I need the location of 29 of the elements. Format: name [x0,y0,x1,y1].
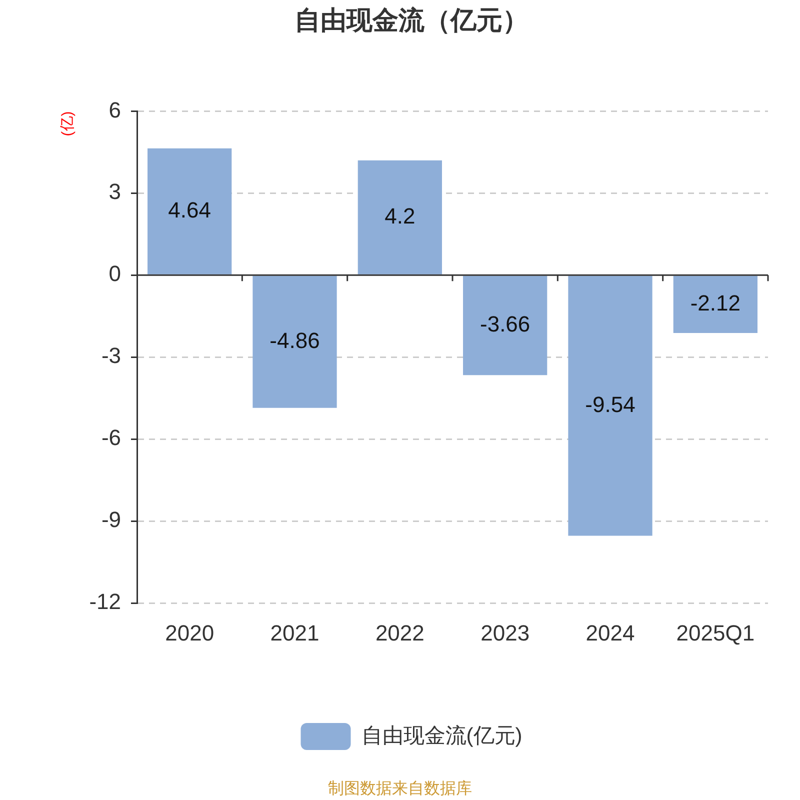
data-label: 4.64 [168,197,211,222]
x-tick-label: 2023 [480,620,530,646]
bar [463,276,548,376]
data-label: -3.66 [480,312,530,337]
x-tick-label: 2021 [270,620,320,646]
x-tick-label: 2024 [586,620,635,646]
legend-label: 自由现金流(亿元) [361,724,522,748]
y-tick-label: 3 [108,179,121,204]
y-tick-label: -3 [101,343,121,368]
x-tick-label: 2020 [165,620,214,646]
y-tick-label: -9 [101,507,121,532]
data-label: -4.86 [270,328,320,353]
bar [358,160,442,274]
y-tick-label: 6 [108,97,121,122]
data-label: 4.2 [384,203,416,228]
bar [148,148,232,274]
data-label: -9.54 [585,392,636,417]
bar [252,276,337,408]
bar [673,276,758,334]
data-label: -2.12 [690,290,740,316]
y-tick-label: -12 [89,589,121,614]
y-axis-title: (亿) [59,111,76,136]
y-tick-label: -6 [101,425,121,450]
chart-title: 自由现金流（亿元） [294,4,528,35]
y-tick-label: 0 [108,261,121,286]
x-tick-label: 2022 [375,620,424,646]
bar [568,276,652,536]
x-tick-label: 2025Q1 [676,620,755,646]
text: 制图数据来自数据库 [328,779,472,798]
